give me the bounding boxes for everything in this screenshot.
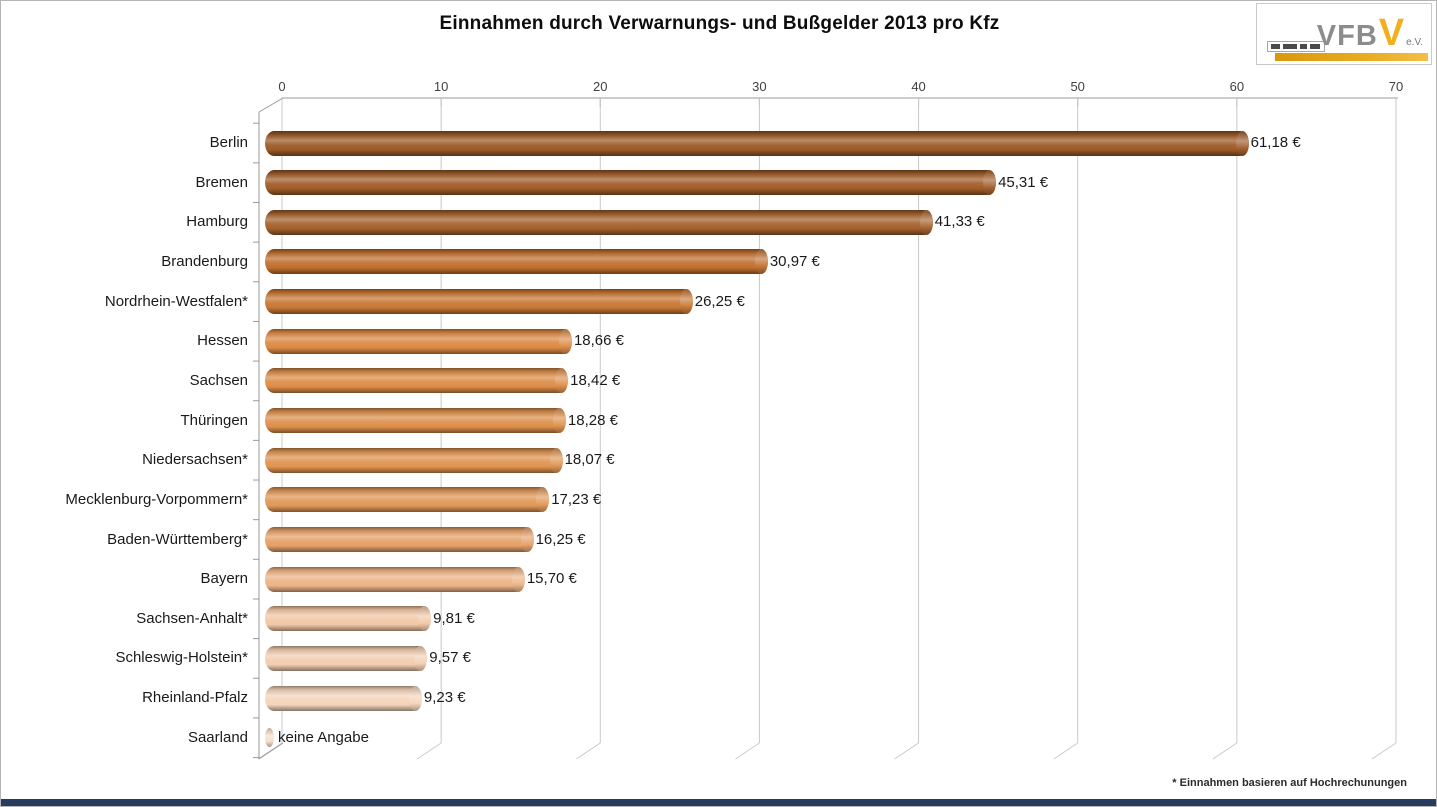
bar-end-cap — [536, 487, 550, 513]
bar-end-cap — [754, 249, 768, 275]
gridline-foot — [416, 742, 442, 760]
x-tick-label: 20 — [593, 79, 608, 94]
value-label: 17,23 € — [551, 490, 602, 508]
value-label: keine Angabe — [278, 728, 369, 746]
bar-end-cap — [555, 368, 569, 394]
gridline-foot — [894, 742, 919, 760]
footnote: * Einnahmen basieren auf Hochrechunungen — [1172, 777, 1407, 789]
logo-vfb-text: VFB — [1316, 20, 1378, 52]
category-label: Brandenburg — [161, 252, 248, 270]
logo-gold-bar — [1275, 53, 1428, 61]
category-label: Hamburg — [186, 213, 248, 231]
value-label: 9,23 € — [423, 689, 466, 707]
value-label: 61,18 € — [1250, 134, 1301, 151]
category-label: Saarland — [187, 728, 248, 746]
bar — [265, 130, 1249, 156]
category-label: Niedersachsen* — [142, 451, 248, 469]
logo-v-text: V — [1378, 12, 1405, 54]
x-tick-label: 60 — [1229, 79, 1245, 94]
value-label: 9,81 € — [433, 609, 475, 627]
bar-end-cap — [983, 170, 997, 196]
bar — [265, 328, 572, 354]
bar — [265, 408, 566, 434]
category-label: Baden-Württemberg* — [107, 530, 248, 548]
category-label: Sachsen-Anhalt* — [136, 609, 248, 627]
value-label: 18,66 € — [573, 332, 624, 350]
value-label: 30,97 € — [769, 252, 820, 270]
bar — [265, 606, 432, 632]
category-label: Bremen — [195, 173, 248, 191]
top-left-depth-edge — [258, 97, 284, 113]
category-label: Rheinland-Pfalz — [142, 689, 248, 707]
chart-title: Einnahmen durch Verwarnungs- und Bußgeld… — [439, 13, 1000, 34]
gridline-foot — [257, 742, 283, 760]
bar — [265, 487, 550, 513]
bar — [265, 368, 569, 394]
bar — [265, 170, 997, 196]
value-label: 18,42 € — [570, 371, 621, 389]
category-label: Sachsen — [189, 371, 248, 389]
category-label: Hessen — [197, 332, 248, 350]
x-tick-label: 30 — [752, 79, 767, 94]
value-label: 26,25 € — [694, 292, 745, 310]
category-label: Thüringen — [180, 411, 248, 429]
category-label: Mecklenburg-Vorpommern* — [65, 490, 248, 508]
bar-end-cap — [1235, 130, 1249, 156]
bar — [265, 289, 693, 315]
bar — [265, 249, 768, 275]
gridline-foot — [576, 742, 601, 760]
bar — [265, 527, 534, 552]
logo-ev-text: e.V. — [1406, 37, 1423, 48]
gridline-foot — [735, 742, 760, 760]
value-label: 18,28 € — [567, 411, 618, 429]
category-label: Schleswig-Holstein* — [115, 649, 248, 667]
bar-end-cap — [919, 209, 933, 235]
bar-end-cap — [552, 408, 566, 434]
value-label: 9,57 € — [429, 649, 472, 667]
bar — [265, 447, 563, 473]
bar-end-cap — [679, 289, 693, 315]
bar-end-cap — [408, 685, 422, 711]
bottom-left-depth-edge — [258, 742, 284, 760]
value-label: 15,70 € — [526, 570, 577, 588]
gridline-foot — [1371, 742, 1397, 760]
logo-plate-graphic — [1267, 41, 1325, 52]
bar — [265, 566, 525, 592]
category-label: Nordrhein-Westfalen* — [104, 292, 248, 310]
x-tick-label: 10 — [433, 79, 449, 94]
x-tick-label: 50 — [1070, 79, 1085, 94]
footer-bar — [1, 799, 1436, 806]
x-tick-label: 0 — [278, 79, 286, 94]
value-label: 16,25 € — [535, 530, 586, 548]
value-label: 45,31 € — [998, 173, 1049, 191]
category-label: Berlin — [209, 134, 248, 151]
bar-end-cap — [511, 566, 525, 592]
bar — [265, 728, 274, 748]
bar — [265, 685, 422, 711]
x-tick-label: 70 — [1388, 79, 1404, 94]
value-label: 41,33 € — [934, 213, 985, 231]
bar — [265, 209, 933, 235]
bar-end-cap — [414, 645, 428, 671]
bar-end-cap — [549, 447, 563, 473]
gridline-foot — [1053, 742, 1078, 760]
gridline-foot — [1212, 742, 1238, 760]
bar-end-cap — [520, 527, 534, 552]
x-tick-label: 40 — [911, 79, 926, 94]
bar-end-cap — [558, 328, 572, 354]
value-label: 18,07 € — [564, 451, 615, 469]
category-label: Bayern — [200, 570, 248, 588]
bar — [265, 645, 428, 671]
bar-end-cap — [418, 606, 432, 632]
